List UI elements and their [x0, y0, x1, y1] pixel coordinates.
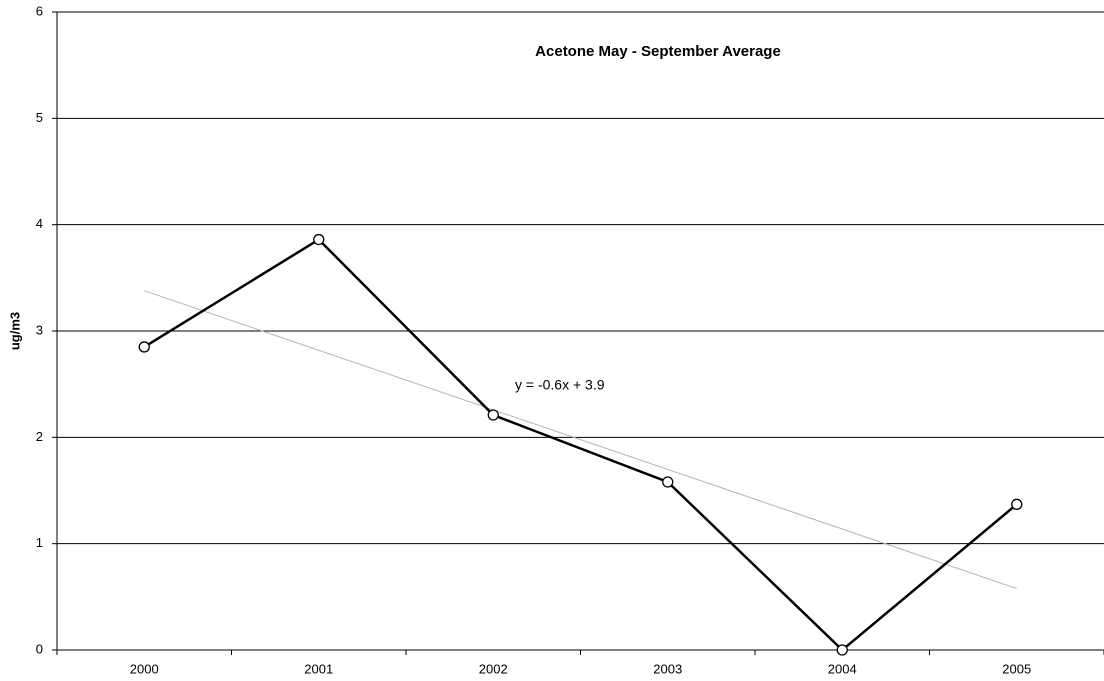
trendline [144, 290, 1017, 590]
y-axis-label: ug/m3 [7, 312, 22, 350]
x-tick-label: 2002 [479, 661, 508, 676]
data-point [836, 644, 848, 656]
data-point [313, 233, 325, 246]
y-tick-label: 4 [36, 216, 43, 231]
y-tick-label: 3 [36, 322, 43, 337]
data-point [138, 341, 150, 353]
series-line [143, 237, 1018, 652]
data-point [662, 476, 674, 488]
y-tick-label: 0 [36, 641, 43, 656]
data-point [487, 409, 499, 421]
y-tick-label: 5 [36, 110, 43, 125]
y-tick-label: 2 [36, 429, 43, 444]
x-tick-label: 2001 [304, 661, 333, 676]
x-tick-label: 2005 [1002, 661, 1031, 676]
x-tick-label: 2000 [130, 661, 159, 676]
trendline-equation: y = -0.6x + 3.9 [515, 377, 605, 393]
x-tick-label: 2004 [828, 661, 857, 676]
chart-title: Acetone May - September Average [535, 43, 781, 60]
y-tick-label: 1 [36, 535, 43, 550]
y-tick-label: 6 [36, 3, 43, 18]
x-tick-label: 2003 [653, 661, 682, 676]
data-point [1011, 498, 1023, 510]
